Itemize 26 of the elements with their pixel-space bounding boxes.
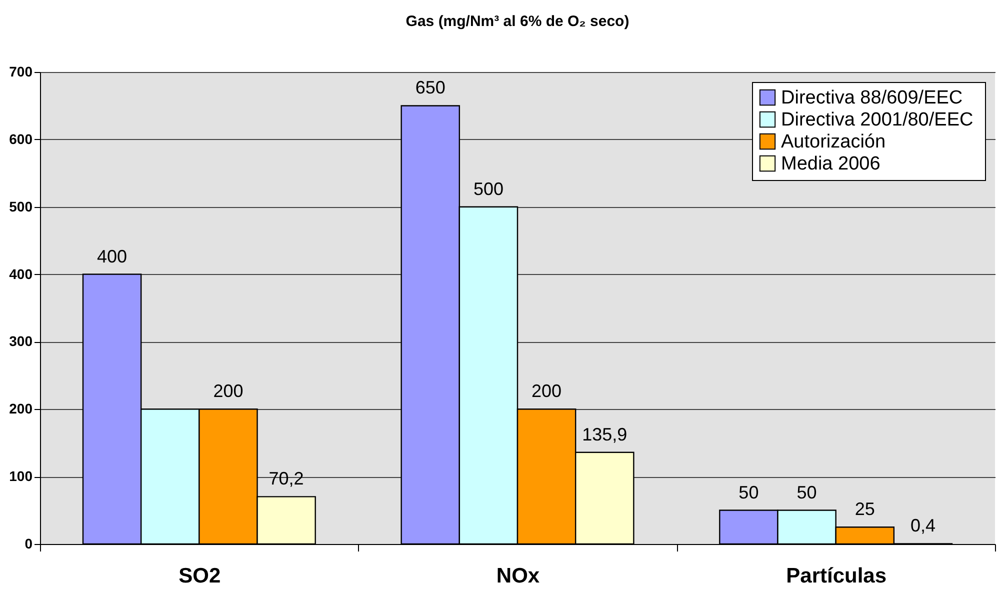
legend-label: Autorización: [781, 132, 886, 152]
data-label: 50: [738, 482, 759, 502]
x-tick-label: NOx: [496, 564, 540, 588]
y-tick-label: 500: [9, 198, 33, 214]
y-tick-label: 300: [9, 333, 33, 350]
legend-label: Directiva 2001/80/EEC: [781, 110, 974, 130]
data-label: 400: [97, 246, 128, 266]
data-label: 650: [415, 78, 446, 98]
x-tick-label: Partículas: [786, 564, 887, 588]
data-label: 200: [213, 381, 244, 402]
data-label: 500: [473, 178, 504, 199]
legend-label: Media 2006: [781, 154, 880, 174]
data-label: 25: [854, 499, 875, 520]
data-label: 0,4: [910, 516, 936, 536]
data-label: 135,9: [582, 424, 628, 444]
chart-title: Gas (mg/Nm³ al 6% de O₂ seco): [406, 13, 630, 30]
data-label: 50: [796, 482, 817, 502]
y-tick-label: 100: [9, 468, 33, 484]
y-tick-label: 400: [9, 266, 33, 282]
x-tick-label: SO2: [178, 564, 221, 588]
y-tick-label: 200: [9, 400, 33, 417]
data-label: 200: [532, 381, 562, 402]
y-tick-label: 700: [9, 64, 33, 80]
legend-label: Directiva 88/609/EEC: [781, 88, 963, 108]
y-tick-label: 600: [9, 130, 33, 147]
y-tick-label: 0: [24, 536, 33, 552]
